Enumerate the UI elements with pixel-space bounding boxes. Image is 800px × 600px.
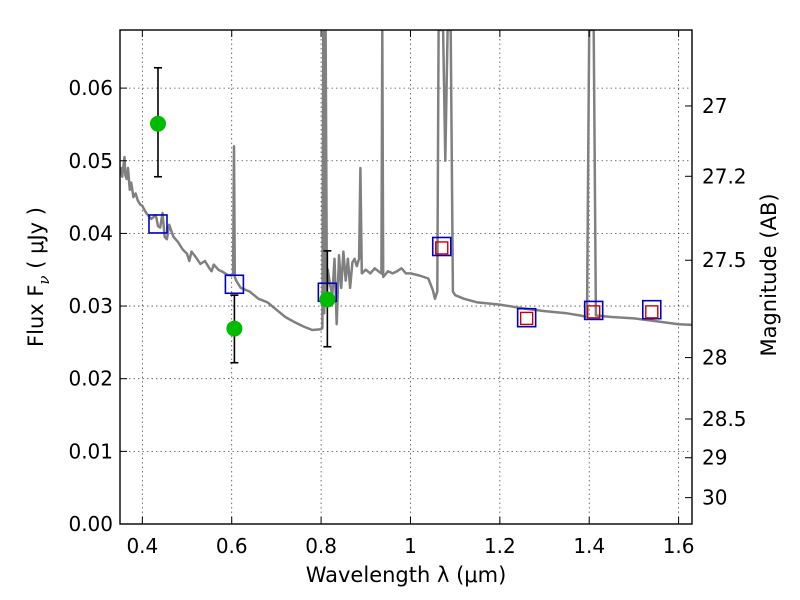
y-tick-label: 0.04 bbox=[68, 221, 113, 245]
observed-point bbox=[226, 320, 243, 337]
y2-tick-label: 28 bbox=[702, 346, 727, 370]
y-tick-label: 0.00 bbox=[68, 512, 113, 536]
model-point-blue bbox=[148, 214, 168, 234]
y2-axis-title: Magnitude (AB) bbox=[757, 193, 781, 356]
model-point-red bbox=[586, 305, 601, 319]
x-tick-label: 0.6 bbox=[216, 534, 248, 558]
model-point-blue bbox=[583, 300, 604, 321]
x-tick-label: 1.2 bbox=[484, 534, 516, 558]
plot-frame bbox=[119, 29, 693, 525]
y-tick-label: 0.06 bbox=[68, 76, 113, 100]
observed-point bbox=[319, 291, 336, 308]
y-tick-label: 0.02 bbox=[68, 367, 113, 391]
model-point-red bbox=[519, 311, 534, 326]
y-axis-title-subscript: ν bbox=[35, 275, 53, 284]
x-tick-label: 1.6 bbox=[663, 534, 695, 558]
grid-lines bbox=[120, 30, 692, 525]
model-point-blue bbox=[431, 236, 452, 257]
y2-tick-label: 27 bbox=[702, 94, 727, 118]
y-axis-title-unit: ( μJy ) bbox=[24, 207, 48, 275]
y2-tick-label: 29 bbox=[702, 446, 727, 470]
x-tick-label: 0.8 bbox=[305, 534, 337, 558]
x-tick-label: 0.4 bbox=[126, 534, 158, 558]
model-point-blue bbox=[224, 274, 245, 295]
observed-point bbox=[149, 115, 166, 132]
axis-ticks: 0.4 0.6 0.8 1 1.2 1.4 1.6 0.00 0.01 0.02 0.03 0.04 0… bbox=[68, 30, 747, 558]
model-point-blue bbox=[641, 299, 662, 320]
model-point-red bbox=[645, 305, 659, 319]
x-axis-title: Wavelength λ (μm) bbox=[306, 563, 507, 587]
x-tick-label: 1 bbox=[404, 534, 417, 558]
x-tick-label: 1.4 bbox=[573, 534, 605, 558]
y-tick-label: 0.03 bbox=[68, 294, 113, 318]
y-tick-label: 0.05 bbox=[68, 149, 113, 173]
spectrum-line bbox=[120, 30, 692, 332]
model-point-blue bbox=[516, 307, 537, 328]
y2-tick-label: 30 bbox=[702, 486, 727, 510]
model-point-red bbox=[435, 241, 449, 255]
y-tick-label: 0.01 bbox=[68, 439, 113, 463]
y-axis-title-main: Flux F bbox=[24, 285, 48, 347]
y2-tick-label: 27.2 bbox=[702, 164, 747, 188]
plot-area bbox=[120, 30, 692, 364]
y-axis-title: Flux Fν ( μJy ) bbox=[24, 207, 53, 347]
y2-tick-label: 27.5 bbox=[702, 248, 747, 272]
y2-tick-label: 28.5 bbox=[702, 407, 747, 431]
